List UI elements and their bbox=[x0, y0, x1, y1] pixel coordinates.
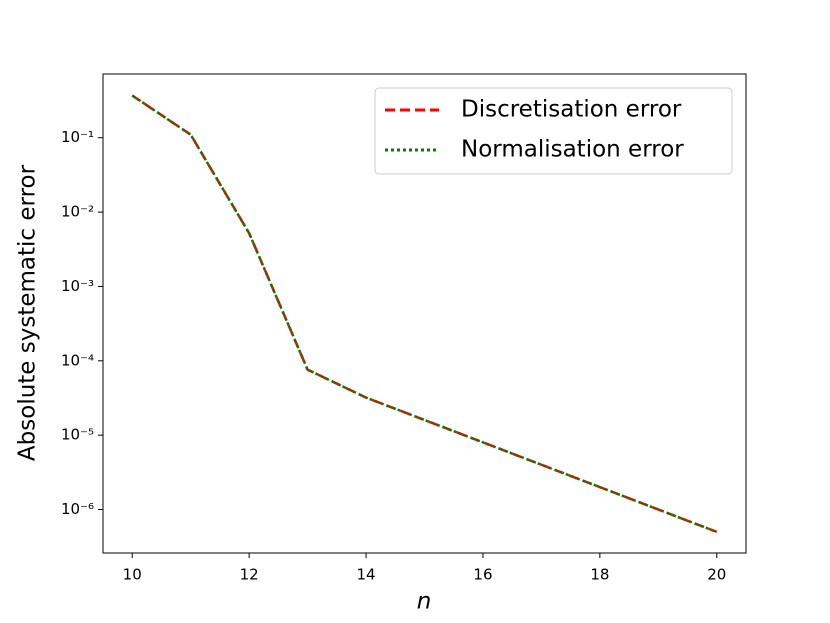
plot-frame bbox=[102, 73, 747, 554]
y-tick-label: 10⁻⁶ bbox=[61, 500, 94, 518]
x-tick-label: 14 bbox=[356, 566, 375, 584]
legend-label: Discretisation error bbox=[461, 97, 682, 123]
x-tick-label: 16 bbox=[473, 566, 492, 584]
y-tick-label: 10⁻¹ bbox=[61, 128, 94, 146]
line bbox=[131, 94, 718, 534]
x-tick-label: 10 bbox=[123, 566, 142, 584]
x-tick-label: 12 bbox=[240, 566, 259, 584]
y-tick-label: 10⁻³ bbox=[61, 277, 94, 295]
x-axis-label: n bbox=[417, 589, 432, 615]
legend-box bbox=[374, 87, 733, 175]
x-tick-label: 18 bbox=[590, 566, 609, 584]
line bbox=[131, 94, 718, 534]
y-tick-label: 10⁻⁵ bbox=[61, 426, 94, 444]
legend-label: Normalisation error bbox=[461, 137, 684, 163]
y-tick-label: 10⁻² bbox=[61, 203, 94, 221]
y-tick-label: 10⁻⁴ bbox=[61, 351, 94, 369]
y-axis-label: Absolute systematic error bbox=[15, 164, 41, 461]
x-tick-label: 20 bbox=[707, 566, 726, 584]
